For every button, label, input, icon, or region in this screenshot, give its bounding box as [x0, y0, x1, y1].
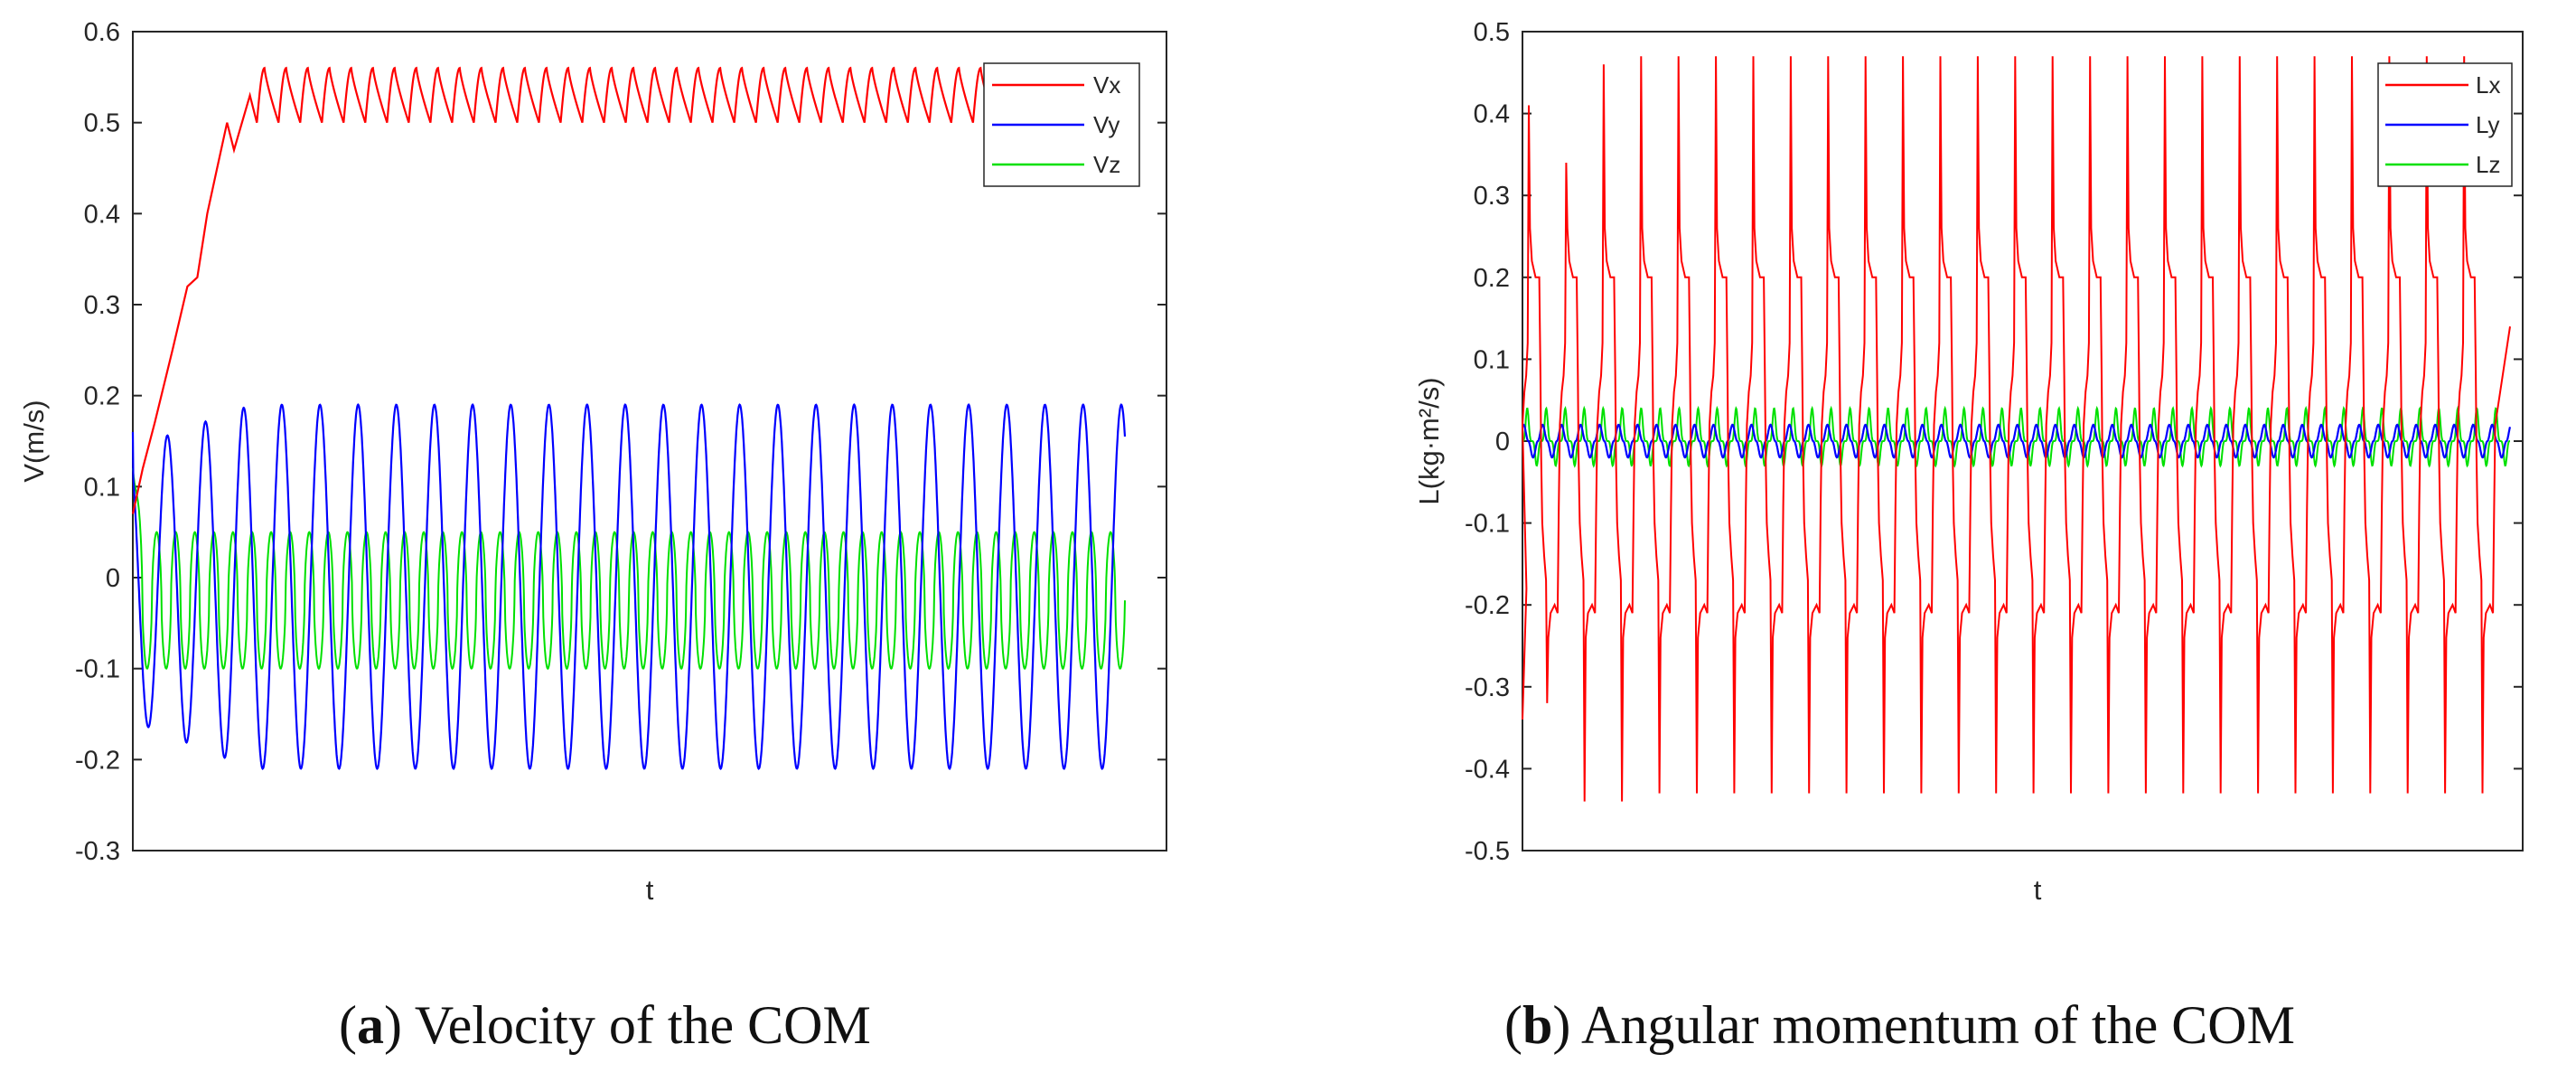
y-tick-label: -0.1 — [1465, 510, 1510, 539]
y-tick-label: -0.5 — [1465, 837, 1510, 866]
legend-label-vz: Vz — [1093, 151, 1120, 178]
series-lx-line — [1521, 56, 2511, 802]
velocity-chart: -0.3 -0.2 -0.1 0 0.1 0.2 0.3 0.4 0.5 0.6 V(m/s) t… — [18, 18, 1167, 906]
caption-b-letter: b — [1522, 995, 1553, 1055]
momentum-legend: Lx Ly Lz — [2377, 62, 2513, 187]
y-tick-label: 0.6 — [84, 18, 120, 47]
velocity-series — [131, 66, 1127, 771]
y-tick-label: -0.4 — [1465, 755, 1510, 784]
y-tick-label: 0 — [1495, 428, 1510, 456]
momentum-y-axis-label: L(kg·m²/s) — [1413, 377, 1445, 504]
y-tick-label: 0.1 — [84, 473, 120, 502]
y-tick-label: 0 — [106, 564, 120, 593]
velocity-legend: Vx Vy Vz — [983, 62, 1140, 187]
y-tick-label: -0.2 — [1465, 591, 1510, 620]
y-tick-label: 0.5 — [84, 109, 120, 138]
legend-label-lx: Lx — [2476, 71, 2500, 99]
series-vz-line — [132, 468, 1126, 671]
caption-a-letter: a — [356, 995, 384, 1055]
angular-momentum-chart: -0.5 -0.4 -0.3 -0.2 -0.1 0 0.1 0.2 0.3 0.4 0.5 L(k… — [1413, 18, 2524, 906]
legend-label-vx: Vx — [1093, 71, 1120, 99]
y-tick-label: 0.2 — [84, 382, 120, 411]
y-tick-label: 0.5 — [1474, 18, 1510, 47]
caption-a-text: Velocity of the COM — [414, 995, 871, 1055]
y-tick-label: 0.1 — [1474, 345, 1510, 374]
legend-label-vy: Vy — [1093, 111, 1119, 138]
y-tick-label: 0.3 — [1474, 182, 1510, 211]
caption-b-text: Angular momentum of the COM — [1581, 995, 2295, 1055]
y-tick-label: -0.1 — [75, 655, 120, 684]
y-tick-label: 0.4 — [1474, 100, 1510, 129]
momentum-y-ticks: -0.5 -0.4 -0.3 -0.2 -0.1 0 0.1 0.2 0.3 0.4 0.5 — [1465, 18, 2523, 866]
series-vy-line — [131, 403, 1127, 771]
caption-a: (a) Velocity of the COM — [339, 995, 871, 1055]
momentum-series — [1521, 56, 2512, 802]
y-tick-label: 0.3 — [84, 291, 120, 320]
y-tick-label: -0.3 — [75, 837, 120, 866]
velocity-x-axis-label: t — [646, 874, 654, 906]
y-tick-label: -0.3 — [1465, 673, 1510, 702]
legend-label-lz: Lz — [2476, 151, 2500, 178]
series-vx-line — [131, 66, 1127, 514]
caption-b: (b) Angular momentum of the COM — [1504, 995, 2295, 1055]
velocity-y-axis-label: V(m/s) — [18, 400, 50, 482]
velocity-y-ticks: -0.3 -0.2 -0.1 0 0.1 0.2 0.3 0.4 0.5 0.6 — [75, 18, 1166, 866]
y-tick-label: -0.2 — [75, 746, 120, 775]
momentum-x-axis-label: t — [2034, 874, 2042, 906]
y-tick-label: 0.4 — [84, 200, 120, 229]
legend-label-ly: Ly — [2476, 111, 2500, 138]
y-tick-label: 0.2 — [1474, 264, 1510, 293]
